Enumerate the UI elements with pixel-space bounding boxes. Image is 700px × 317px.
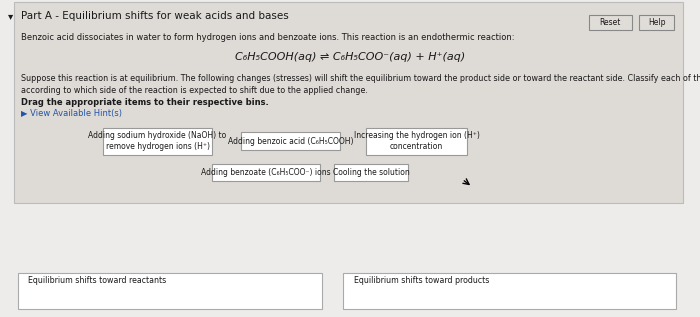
Text: Drag the appropriate items to their respective bins.: Drag the appropriate items to their resp… — [21, 98, 269, 107]
Text: Part A - Equilibrium shifts for weak acids and bases: Part A - Equilibrium shifts for weak aci… — [21, 11, 288, 21]
FancyBboxPatch shape — [335, 164, 407, 181]
Text: Equilibrium shifts toward reactants: Equilibrium shifts toward reactants — [28, 276, 167, 285]
Text: Equilibrium shifts toward products: Equilibrium shifts toward products — [354, 276, 489, 285]
Text: C₆H₅COOH(aq) ⇌ C₆H₅COO⁻(aq) + H⁺(aq): C₆H₅COOH(aq) ⇌ C₆H₅COO⁻(aq) + H⁺(aq) — [235, 52, 465, 62]
FancyBboxPatch shape — [639, 15, 674, 30]
FancyBboxPatch shape — [589, 15, 632, 30]
FancyBboxPatch shape — [343, 273, 676, 309]
Text: Adding benzoate (C₆H₅COO⁻) ions: Adding benzoate (C₆H₅COO⁻) ions — [201, 168, 331, 177]
Text: ▾: ▾ — [8, 11, 14, 21]
Text: ▶ View Available Hint(s): ▶ View Available Hint(s) — [21, 109, 122, 118]
FancyBboxPatch shape — [18, 273, 322, 309]
FancyBboxPatch shape — [365, 127, 468, 154]
FancyBboxPatch shape — [104, 127, 211, 154]
FancyBboxPatch shape — [241, 132, 340, 150]
Text: Suppose this reaction is at equilibrium. The following changes (stresses) will s: Suppose this reaction is at equilibrium.… — [21, 74, 700, 82]
Text: Cooling the solution: Cooling the solution — [332, 168, 410, 177]
Text: according to which side of the reaction is expected to shift due to the applied : according to which side of the reaction … — [21, 86, 368, 94]
Text: Benzoic acid dissociates in water to form hydrogen ions and benzoate ions. This : Benzoic acid dissociates in water to for… — [21, 33, 514, 42]
Text: Adding benzoic acid (C₆H₅COOH): Adding benzoic acid (C₆H₅COOH) — [228, 137, 354, 146]
Text: Adding sodium hydroxide (NaOH) to
remove hydrogen ions (H⁺): Adding sodium hydroxide (NaOH) to remove… — [88, 131, 227, 151]
FancyBboxPatch shape — [14, 2, 682, 203]
Text: Help: Help — [648, 18, 665, 27]
Text: Reset: Reset — [600, 18, 621, 27]
FancyBboxPatch shape — [211, 164, 321, 181]
Text: Increasing the hydrogen ion (H⁺)
concentration: Increasing the hydrogen ion (H⁺) concent… — [354, 131, 480, 151]
